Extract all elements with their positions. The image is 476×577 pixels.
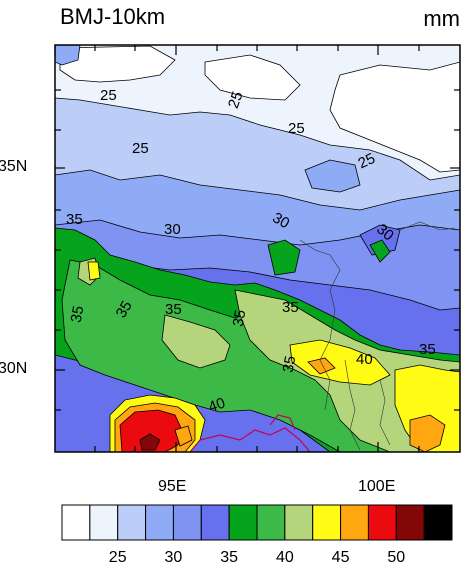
contour-label: 35 [66,211,83,228]
colorbar-tick-label: 40 [275,549,294,566]
field-light-green-2 [161,314,231,369]
contour-fields [55,45,460,452]
field-white-mid [204,54,301,101]
y-tick-label-30n: 30N [0,360,28,377]
contour-label: 30 [269,209,292,232]
field-orange-small [174,425,193,447]
contour-label: 35 [113,298,136,321]
units-label: mm [423,6,460,31]
x-tick-label-100e: 100E [358,478,396,495]
colorbar-swatch [367,504,397,541]
colorbar-swatch [172,504,202,541]
contour-label: 25 [356,150,378,172]
colorbar-swatch [340,504,369,541]
river-line [299,239,341,411]
field-green-patch-2 [369,239,391,263]
field-blue-patch [304,159,361,193]
field-green-patch [267,239,301,276]
field-orange-mid [307,357,336,375]
colorbar-swatch [200,504,230,541]
border-line [189,427,311,452]
river-line-2 [344,359,361,451]
colorbar-swatch [423,504,453,541]
colorbar-tick-label: 25 [108,549,127,566]
colorbar-swatch [61,504,91,541]
colorbar-tick-label: 30 [164,549,183,566]
colorbar-swatch [89,504,119,541]
field-orange-right [409,414,446,452]
colorbar-swatch [284,504,314,541]
field-dark-blue-patch [359,224,401,256]
contour-label: 30 [164,221,181,238]
river-line-3 [379,379,391,446]
colorbar-swatch [145,504,174,541]
contour-label: 40 [356,351,373,368]
contour-label: 40 [206,394,227,416]
field-mid-blue-top [55,45,81,66]
y-tick-label-35n: 35N [0,158,28,175]
contour-label: 35 [282,299,299,316]
colorbar-swatch [228,504,258,541]
colorbar [61,504,453,541]
field-darkred-peak [139,433,161,451]
colorbar-tick-label: 35 [220,549,239,566]
contour-label: 35 [419,341,436,358]
field-yellow-small [87,261,101,281]
contour-label: 35 [230,309,250,328]
contour-label: 25 [225,89,247,110]
contour-labels: 25 25 25 25 25 30 30 30 35 35 35 35 35 3… [66,87,436,416]
field-white-top [59,45,176,83]
colorbar-swatch [117,504,147,541]
contour-label: 25 [132,140,149,157]
contour-label: 35 [165,301,182,318]
tick-marks [54,45,460,452]
colorbar-tick-label: 45 [331,549,350,566]
contour-label: 25 [100,87,117,104]
colorbar-swatch [312,504,342,541]
border-line-2 [269,414,296,431]
contour-label: 35 [280,355,300,374]
colorbar-tick-label: 50 [387,549,406,566]
colorbar-swatch [256,504,286,541]
contour-label: 25 [288,120,305,137]
colorbar-swatch [395,504,425,541]
x-tick-label-95e: 95E [158,478,187,495]
contour-label: 35 [68,305,88,324]
field-white-topright [329,61,460,173]
river-line-4 [399,221,456,231]
map-title: BMJ-10km [60,4,166,29]
